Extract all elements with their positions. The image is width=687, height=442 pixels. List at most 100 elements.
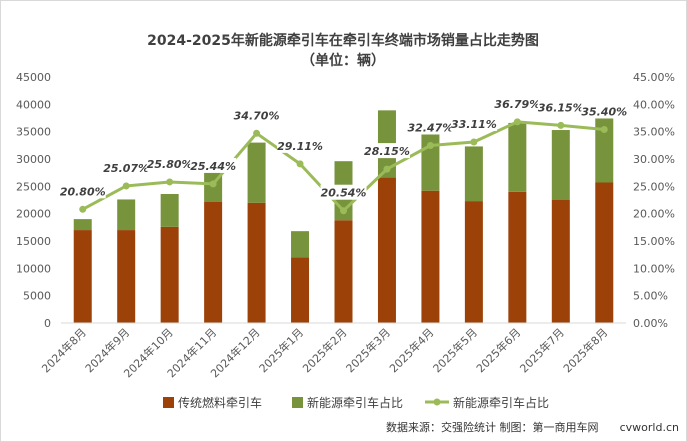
share-data-label: 28.15% [364, 145, 410, 158]
left-axis-tick-label: 40000 [16, 98, 51, 111]
share-data-label: 20.54% [321, 187, 367, 200]
bar-series-group [73, 106, 614, 323]
bar-new-energy-segment [551, 130, 570, 200]
bar-traditional-segment [421, 190, 440, 323]
share-line-point [426, 141, 434, 149]
x-axis-tick-label: 2025年3月 [343, 325, 393, 375]
share-line-point [296, 160, 304, 168]
share-data-label: 33.11% [451, 118, 497, 131]
left-axis-ticks: 0 5000 10000 15000 20000 25000 30000 35000 40000… [16, 71, 51, 330]
bar-traditional-segment [334, 220, 353, 323]
left-axis-tick-label: 10000 [16, 262, 51, 275]
data-label-background [494, 95, 541, 111]
bar-new-energy-segment [421, 127, 440, 191]
legend-label-new-energy-line: 新能源牵引车占比 [453, 395, 549, 410]
x-axis-tick-label: 2025年4月 [386, 325, 436, 375]
left-axis-tick-label: 35000 [16, 126, 51, 139]
x-axis-tick-label: 2025年1月 [256, 325, 306, 375]
share-data-label: 29.11% [277, 140, 323, 153]
data-label-background [407, 119, 454, 135]
bar-new-energy-segment [595, 106, 614, 183]
share-line-point [209, 180, 217, 188]
right-axis-tick-label: 25.00% [633, 180, 675, 193]
data-label-background [581, 103, 628, 119]
data-label-background [277, 137, 324, 153]
right-axis-tick-label: 45.00% [633, 71, 675, 84]
right-axis-tick-label: 30.00% [633, 153, 675, 166]
x-axis-tick-label: 2025年7月 [517, 325, 567, 375]
share-data-label: 25.07% [103, 162, 149, 175]
legend-label-new-energy-bar: 新能源牵引车占比 [307, 395, 403, 410]
data-label-background [450, 115, 497, 131]
left-axis-tick-label: 20000 [16, 208, 51, 221]
bar-new-energy-segment [160, 193, 179, 227]
share-data-label: 20.80% [60, 185, 106, 198]
share-line-point [253, 129, 261, 137]
legend: 传统燃料牵引车 新能源牵引车占比 新能源牵引车占比 [163, 395, 549, 410]
data-source-note: 数据来源：交强险统计 制图：第一商用车网 [386, 420, 599, 434]
share-data-label: 32.47% [408, 121, 454, 134]
bar-new-energy-segment [508, 122, 527, 192]
share-line-point [383, 165, 391, 173]
share-line-point [340, 207, 347, 215]
data-label-background [190, 157, 237, 173]
data-label-background [146, 155, 193, 171]
chart-subtitle: （单位：辆） [301, 52, 385, 69]
x-axis-tick-label: 2024年8月 [39, 325, 89, 375]
bar-traditional-segment [204, 201, 223, 323]
share-line-point [166, 178, 174, 186]
x-axis-tick-label: 2025年2月 [299, 325, 349, 375]
share-data-label: 35.40% [581, 105, 627, 118]
legend-swatch-traditional [163, 397, 174, 408]
data-label-background [363, 143, 410, 159]
bar-traditional-segment [508, 191, 527, 323]
left-axis-tick-label: 5000 [23, 290, 51, 303]
data-label-background [103, 159, 150, 175]
left-axis-tick-label: 0 [44, 317, 51, 330]
watermark: cvworld.cn [620, 421, 679, 434]
right-axis-tick-label: 5.00% [633, 290, 668, 303]
left-axis-tick-label: 25000 [16, 180, 51, 193]
bar-traditional-segment [73, 230, 92, 323]
share-line-point [470, 138, 478, 146]
bar-new-energy-segment [291, 231, 310, 258]
share-data-label: 36.79% [494, 98, 540, 111]
bar-new-energy-segment [117, 199, 136, 231]
share-line-point [513, 118, 521, 126]
bar-traditional-segment [160, 226, 179, 323]
share-data-label: 25.80% [147, 158, 193, 171]
x-axis-tick-label: 2025年5月 [430, 325, 480, 375]
right-axis-tick-label: 15.00% [633, 235, 675, 248]
right-axis-tick-label: 10.00% [633, 262, 675, 275]
right-axis-tick-label: 0.00% [633, 317, 668, 330]
bar-traditional-segment [117, 230, 136, 323]
bar-new-energy-segment [247, 142, 266, 203]
data-label-background [320, 184, 367, 200]
legend-swatch-new-energy-bar [292, 397, 303, 408]
bar-traditional-segment [377, 177, 396, 323]
bar-traditional-segment [247, 202, 266, 323]
left-axis-tick-label: 30000 [16, 153, 51, 166]
bar-traditional-segment [595, 182, 614, 323]
left-axis-tick-label: 15000 [16, 235, 51, 248]
bar-new-energy-segment [73, 219, 92, 231]
right-axis-tick-label: 35.00% [633, 126, 675, 139]
share-line-point [557, 121, 565, 129]
share-data-label: 36.15% [538, 101, 584, 114]
share-data-label: 34.70% [234, 109, 280, 122]
bar-traditional-segment [551, 200, 570, 323]
share-line-point [79, 205, 87, 213]
line-series-group: 20.80% 25.07%25.80%25.44% 34.70% 29.11% 20.5… [59, 95, 628, 215]
legend-marker-new-energy-line [433, 398, 441, 406]
legend-label-traditional: 传统燃料牵引车 [178, 395, 262, 410]
chart-title: 2024-2025年新能源牵引车在牵引车终端市场销量占比走势图 [147, 32, 539, 49]
data-label-background [537, 99, 584, 115]
right-axis-tick-label: 20.00% [633, 208, 675, 221]
data-label-background [59, 183, 106, 199]
share-data-label: 25.44% [190, 160, 236, 173]
bar-traditional-segment [464, 201, 483, 323]
right-axis-ticks: 0.00% 5.00% 10.00% 15.00% 20.00% 25.00% 30.00%… [633, 71, 675, 330]
x-axis-tick-label: 2025年8月 [560, 325, 610, 375]
